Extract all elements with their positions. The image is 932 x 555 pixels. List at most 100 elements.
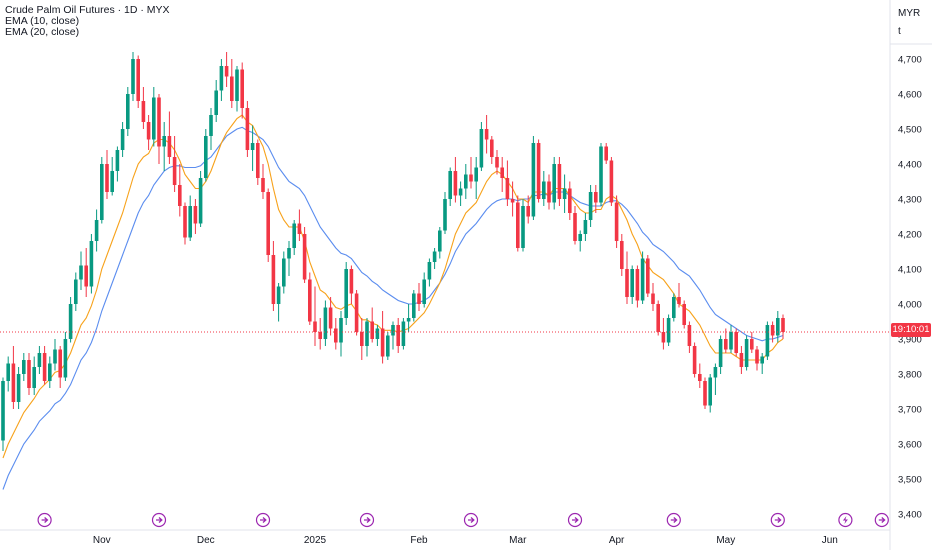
candle-body — [490, 139, 494, 157]
x-tick-label: Nov — [93, 535, 111, 546]
candle — [204, 129, 208, 182]
candle-body — [32, 367, 36, 388]
candle-body — [422, 279, 426, 304]
price-scale-header[interactable]: MYR t — [891, 2, 931, 40]
y-tick-label: 4,200 — [898, 230, 922, 241]
candle — [354, 290, 359, 336]
candle-body — [219, 66, 224, 91]
candle-body — [240, 69, 244, 108]
candle-body — [386, 335, 390, 357]
candle — [635, 265, 640, 308]
dividend-icon[interactable] — [666, 512, 681, 528]
unit-label[interactable]: t — [898, 26, 901, 37]
candle-body — [588, 192, 593, 220]
candle-body — [271, 255, 276, 304]
candle-body — [209, 115, 213, 136]
candle-body — [48, 363, 52, 381]
candle — [646, 255, 650, 297]
earnings-icon[interactable] — [838, 512, 853, 528]
candle — [219, 59, 224, 101]
candle-body — [438, 230, 442, 252]
x-tick-label: May — [716, 535, 735, 546]
candle — [167, 111, 172, 164]
candle — [11, 346, 16, 409]
candle-body — [666, 318, 671, 343]
candle — [120, 122, 125, 157]
candle-body — [224, 66, 229, 77]
dividend-icon[interactable] — [359, 512, 375, 528]
dividend-icon[interactable] — [874, 512, 889, 528]
candle-body — [464, 174, 468, 189]
candle — [53, 339, 57, 371]
candle — [313, 286, 317, 346]
candle-body — [349, 269, 354, 294]
candle-body — [562, 188, 567, 199]
candle — [729, 325, 733, 353]
candle-body — [146, 122, 151, 140]
candle-body — [152, 97, 156, 140]
candle — [417, 283, 421, 311]
x-tick-label: Dec — [197, 535, 215, 546]
indicator-ema20-label[interactable]: EMA (20, close) — [5, 26, 80, 38]
candle — [604, 143, 608, 164]
candle — [412, 290, 416, 322]
candle-body — [250, 143, 255, 150]
candle-body — [323, 307, 328, 339]
y-tick-label: 3,700 — [898, 405, 922, 416]
candle — [562, 174, 567, 213]
candle-body — [188, 206, 192, 238]
indicator-ema10-label[interactable]: EMA (10, close) — [5, 15, 80, 27]
candle-body — [682, 304, 686, 325]
candle — [344, 262, 348, 325]
candle-body — [458, 188, 463, 196]
candle — [630, 265, 634, 304]
dividend-icon[interactable] — [567, 512, 583, 528]
candle-body — [531, 143, 536, 217]
candle — [781, 314, 785, 339]
candle — [349, 265, 354, 304]
candle — [282, 251, 286, 294]
candle-body — [94, 220, 99, 241]
candle-body — [287, 248, 291, 259]
candle-body — [172, 157, 177, 185]
candle-body — [318, 332, 322, 339]
candle-body — [276, 286, 281, 304]
candle — [557, 157, 562, 206]
candle — [240, 62, 244, 119]
x-tick-label: Feb — [410, 535, 428, 546]
candle-body — [692, 346, 697, 374]
dividend-icon[interactable] — [37, 512, 52, 528]
candle-body — [651, 293, 655, 304]
y-tick-label: 3,800 — [898, 370, 922, 381]
candle — [739, 346, 744, 374]
candle-body — [42, 353, 47, 381]
candle-body — [781, 318, 785, 332]
candle-body — [448, 171, 452, 199]
dividend-icon[interactable] — [255, 512, 271, 528]
dividend-icon[interactable] — [463, 512, 479, 528]
y-tick-label: 3,400 — [898, 510, 922, 521]
currency-label[interactable]: MYR — [898, 8, 921, 19]
candle — [703, 377, 707, 409]
symbol-title[interactable]: Crude Palm Oil Futures · 1D · MYX — [5, 4, 170, 16]
candle-body — [115, 150, 120, 171]
candle-body — [718, 339, 723, 367]
dividend-icon[interactable] — [151, 512, 167, 528]
candle — [339, 311, 343, 357]
candle — [230, 59, 234, 108]
candle-body — [609, 160, 614, 203]
candle-body — [427, 262, 432, 280]
candle — [94, 209, 99, 252]
candle — [141, 87, 146, 129]
candle-body — [474, 167, 478, 182]
candle — [193, 199, 198, 234]
candle-body — [214, 90, 218, 115]
y-tick-label: 4,400 — [898, 160, 922, 171]
dividend-icon[interactable] — [770, 512, 785, 528]
candle-body — [495, 157, 499, 168]
candle — [547, 174, 551, 210]
candle-body — [734, 332, 738, 353]
candle-body — [578, 234, 582, 241]
